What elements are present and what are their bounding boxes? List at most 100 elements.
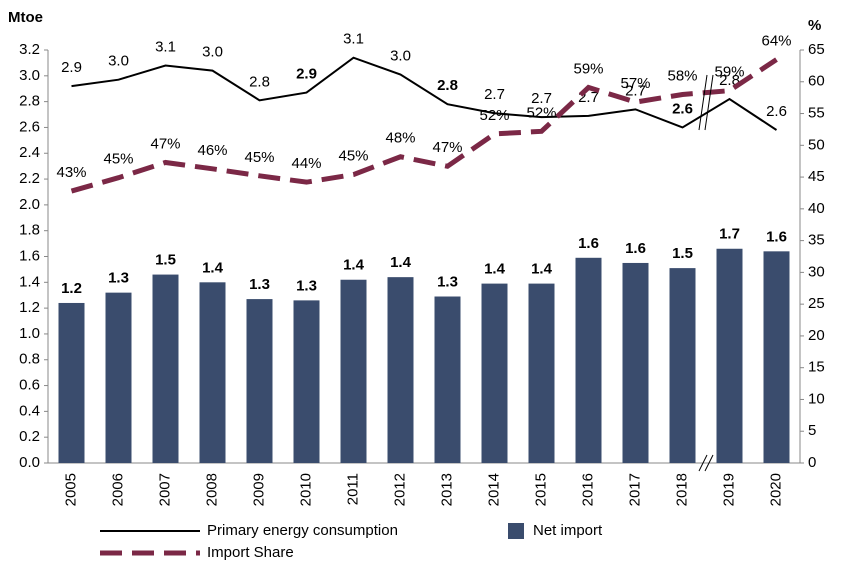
- bar: [481, 283, 508, 463]
- line-label: 46%: [197, 142, 227, 159]
- legend-label: Net import: [533, 522, 603, 539]
- line-label: 45%: [103, 151, 133, 168]
- y-tick-label: 1.2: [19, 299, 40, 316]
- y2-tick-label: 10: [808, 390, 825, 407]
- bar: [622, 262, 649, 463]
- y-tick-label: 1.4: [19, 273, 40, 290]
- bar: [152, 274, 179, 463]
- y-tick-label: 2.0: [19, 196, 40, 213]
- bar: [763, 251, 790, 463]
- line-label: 64%: [761, 32, 791, 49]
- line-label: 45%: [338, 148, 368, 165]
- line-label: 59%: [714, 64, 744, 81]
- y2-tick-label: 35: [808, 232, 825, 249]
- line-label: 3.0: [108, 53, 129, 70]
- line-label: 2.6: [672, 100, 693, 117]
- bar-label: 1.7: [719, 226, 740, 243]
- y2-tick-label: 40: [808, 200, 825, 217]
- line-label: 2.7: [484, 86, 505, 103]
- break-mark: [698, 74, 708, 131]
- bar: [669, 268, 696, 463]
- line-label: 47%: [432, 139, 462, 156]
- x-tick-label: 2014: [485, 473, 502, 506]
- y-tick-label: 2.4: [19, 144, 40, 161]
- x-tick-label: 2013: [438, 473, 455, 506]
- x-tick-label: 2011: [344, 473, 361, 505]
- bar: [199, 282, 226, 463]
- x-tick-label: 2008: [203, 473, 220, 506]
- line-label: 3.1: [343, 31, 364, 48]
- line-label: 2.9: [296, 66, 317, 83]
- line-label: 59%: [573, 60, 603, 77]
- x-tick-label: 2005: [62, 473, 79, 506]
- x-tick-label: 2015: [532, 473, 549, 506]
- y2-tick-label: 50: [808, 136, 825, 153]
- y2-tick-label: 65: [808, 41, 825, 58]
- y-tick-label: 1.0: [19, 325, 40, 342]
- bar-label: 1.4: [343, 257, 365, 274]
- x-tick-label: 2016: [579, 473, 596, 506]
- line-label: 2.6: [766, 103, 787, 120]
- y-tick-label: 0.4: [19, 402, 40, 419]
- y-tick-label: 2.6: [19, 118, 40, 135]
- x-tick-label: 2012: [391, 473, 408, 506]
- y-unit: Mtoe: [8, 9, 43, 26]
- line-label: 58%: [667, 67, 697, 84]
- y2-tick-label: 30: [808, 263, 825, 280]
- bar-label: 1.3: [437, 273, 458, 290]
- bar-label: 1.6: [766, 228, 787, 245]
- bar-label: 1.3: [249, 276, 270, 293]
- line-label: 3.1: [155, 38, 176, 55]
- consumption-line: [71, 56, 778, 131]
- bar-label: 1.2: [61, 280, 82, 297]
- legend-swatch: [508, 523, 524, 539]
- y-tick-label: 0.2: [19, 428, 40, 445]
- bar-label: 1.4: [202, 259, 224, 276]
- line-label: 3.0: [202, 44, 223, 61]
- legend-label: Import Share: [207, 544, 294, 561]
- line-label: 2.7: [531, 90, 552, 107]
- bar-label: 1.4: [484, 261, 506, 278]
- line-label: 43%: [56, 164, 86, 181]
- y2-tick-label: 60: [808, 73, 825, 90]
- y2-tick-label: 0: [808, 454, 816, 471]
- line-label: 44%: [291, 155, 321, 172]
- legend-label: Primary energy consumption: [207, 522, 398, 539]
- line-label: 2.9: [61, 59, 82, 76]
- y-tick-label: 2.8: [19, 93, 40, 110]
- y2-tick-label: 15: [808, 359, 825, 376]
- line-label: 2.7: [625, 82, 646, 99]
- y-tick-label: 0.6: [19, 377, 40, 394]
- bar: [246, 299, 273, 463]
- bar: [58, 302, 85, 463]
- line-label: 52%: [526, 104, 556, 121]
- x-tick-label: 2009: [250, 473, 267, 506]
- y2-tick-label: 25: [808, 295, 825, 312]
- y-tick-label: 0.8: [19, 351, 40, 368]
- y2-tick-label: 55: [808, 105, 825, 122]
- bar-label: 1.3: [296, 277, 317, 294]
- bar-label: 1.5: [672, 245, 693, 262]
- line-label: 48%: [385, 130, 415, 147]
- line-label: 57%: [620, 75, 650, 92]
- bar: [528, 283, 555, 463]
- break-mark: [704, 454, 714, 472]
- bar: [716, 248, 743, 463]
- bar-label: 1.6: [625, 240, 646, 257]
- y-tick-label: 3.0: [19, 67, 40, 84]
- bar: [387, 277, 414, 463]
- bar-label: 1.4: [531, 261, 553, 278]
- bar-label: 1.5: [155, 252, 176, 269]
- line-label: 52%: [479, 107, 509, 124]
- y2-unit: %: [808, 17, 821, 34]
- x-tick-label: 2018: [673, 473, 690, 506]
- line-label: 2.8: [437, 77, 458, 94]
- bar: [434, 296, 461, 463]
- break-mark: [704, 74, 714, 131]
- bar: [105, 292, 132, 463]
- y-tick-label: 1.6: [19, 247, 40, 264]
- y-tick-label: 0.0: [19, 454, 40, 471]
- y-tick-label: 3.2: [19, 41, 40, 58]
- x-tick-label: 2017: [626, 473, 643, 506]
- bar: [575, 257, 602, 463]
